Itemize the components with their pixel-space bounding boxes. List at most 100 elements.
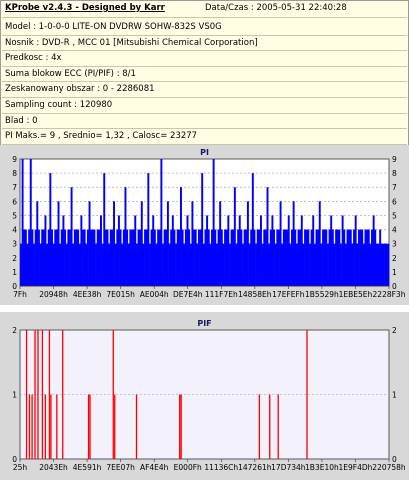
y-tick-label-right: 5 [392, 211, 397, 220]
x-tick-label: 1EBE5Eh [339, 290, 373, 299]
pi-bar [183, 243, 186, 286]
pi-bar [189, 243, 192, 286]
pi-bar [153, 229, 156, 286]
pi-bar [318, 201, 321, 286]
pi-bar [57, 201, 60, 286]
pif-bar [28, 394, 31, 459]
pi-bar [333, 243, 336, 286]
pi-bar [26, 243, 29, 286]
pi-bar [142, 243, 145, 286]
pi-bar [145, 229, 148, 286]
x-tick-label: 17EFEFh [272, 290, 305, 299]
info-line: Predkosc : 4x [5, 53, 62, 64]
pi-bar [313, 243, 316, 286]
x-tick-label: AE004h [140, 290, 169, 299]
pi-bar [315, 229, 318, 286]
info-line: Nosnik : DVD-R , MCC 01 [Mitsubishi Chem… [5, 37, 258, 48]
x-tick-label: 1B3E10h [305, 463, 339, 472]
pi-bar [273, 229, 276, 286]
pi-bar [338, 229, 341, 286]
x-tick-label: DE7E4h [173, 290, 203, 299]
pi-bar [42, 229, 45, 286]
info-line: Suma blokow ECC (PI/PIF) : 8/1 [5, 68, 136, 79]
pi-bar [150, 229, 153, 286]
pi-bar [147, 173, 150, 286]
pi-bar [37, 229, 40, 286]
pi-bar [300, 215, 303, 286]
y-tick-label-right: 2 [392, 254, 397, 263]
pi-bar [180, 187, 182, 286]
y-tick-label: 2 [12, 254, 17, 263]
pi-bar [212, 159, 215, 286]
pif-bar [48, 330, 51, 459]
pi-bar [232, 229, 235, 286]
pi-bar [266, 187, 269, 286]
pi-bar [349, 229, 352, 286]
pi-bar [310, 229, 313, 286]
pi-bar [297, 229, 300, 286]
pi-bar [46, 243, 49, 286]
pi-bar [211, 229, 213, 286]
pi-bar [361, 229, 364, 286]
pi-bar [371, 229, 373, 286]
pi-bar [90, 229, 93, 286]
pi-bar [379, 229, 382, 286]
pi-bar [307, 229, 310, 286]
x-tick-label: 2228F3h [373, 290, 406, 299]
pi-bar [47, 229, 50, 286]
y-tick-label: 1 [12, 268, 17, 277]
pi-bar [103, 173, 106, 286]
pi-bar [264, 229, 267, 286]
chart-title: PIF [197, 319, 211, 328]
info-line: PI Maks.= 9 , Srednio= 1,32 , Calosc= 23… [5, 131, 198, 142]
pi-bar [227, 215, 230, 286]
pi-bar [225, 229, 228, 286]
pi-bar [294, 229, 297, 286]
pi-bar [144, 229, 147, 286]
y-tick-label: 4 [12, 226, 17, 235]
y-tick-label: 1 [12, 391, 17, 400]
pi-bar [328, 229, 331, 286]
pi-bar [289, 243, 292, 286]
pi-bar [237, 229, 240, 286]
pi-bar [372, 215, 375, 286]
x-tick-label: 11136Ch [204, 463, 238, 472]
pi-bar [235, 243, 238, 286]
pi-bar [224, 229, 227, 286]
pi-bar [181, 229, 184, 286]
chart-title: PI [200, 148, 209, 157]
y-tick-label: 5 [12, 211, 17, 220]
pi-bar [366, 229, 369, 286]
pif-bars [25, 330, 308, 459]
pi-bar [197, 229, 200, 286]
x-tick-label: 14858Eh [238, 290, 272, 299]
pi-bar [271, 215, 274, 286]
x-tick-label: E000Fh [174, 463, 202, 472]
pi-bar [21, 159, 24, 286]
pi-bar [20, 243, 22, 286]
pi-bar [320, 243, 323, 286]
y-tick-label: 0 [12, 455, 17, 464]
y-tick-label-right: 8 [392, 169, 397, 178]
pi-bar [295, 243, 298, 286]
pi-bar [168, 243, 171, 286]
pi-bar [250, 229, 253, 286]
pif-bar [258, 394, 261, 459]
pi-bar [55, 229, 58, 286]
pi-bar [176, 229, 179, 286]
pi-bar [286, 229, 289, 286]
pif-chart: PIF 0 0 1 1 2 2 25h 2043Eh 4E591h 7EE07h AF4E4h E000… [12, 319, 406, 472]
info-line: Blad : 0 [5, 115, 38, 126]
pi-bar [281, 243, 284, 286]
pi-bar [132, 229, 135, 286]
pi-bar [104, 229, 107, 286]
pi-bar [268, 243, 271, 286]
pi-bar [54, 229, 57, 286]
pi-bar [260, 215, 262, 286]
x-tick-label: AF4E4h [140, 463, 169, 472]
pi-bar [109, 229, 112, 286]
pi-bar [354, 215, 357, 286]
pif-bar [56, 394, 58, 459]
pi-bar [201, 173, 204, 286]
pi-bar [375, 243, 378, 286]
